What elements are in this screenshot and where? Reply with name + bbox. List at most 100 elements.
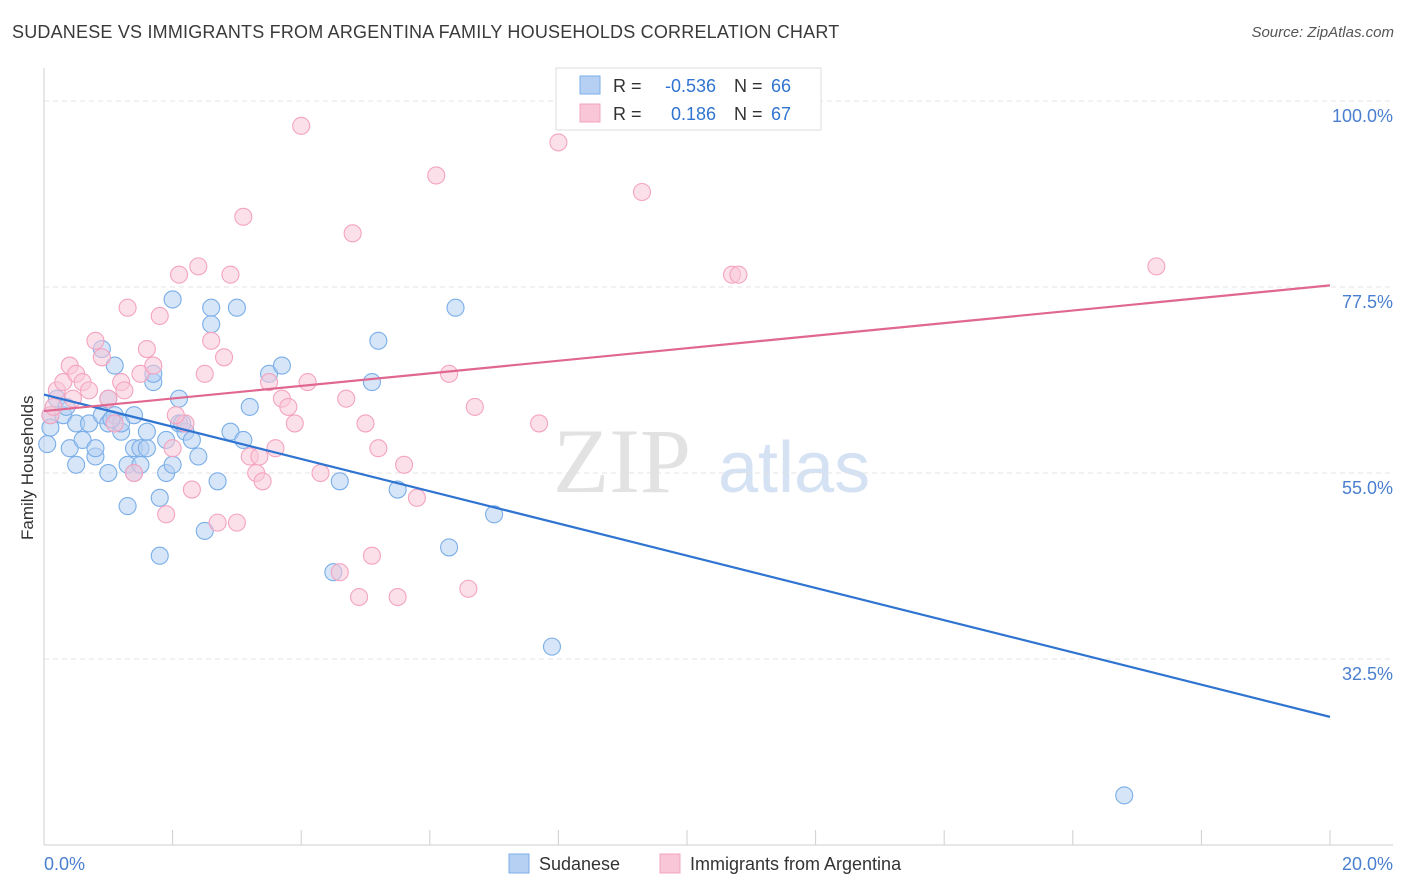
argentina-point-60 <box>729 265 748 284</box>
sudanese-point-41 <box>195 521 214 540</box>
sudanese-point-43 <box>202 315 221 334</box>
argentina-point-49 <box>388 587 407 607</box>
watermark-zip: ZIP <box>553 410 691 512</box>
legend-r-label-2: R = <box>613 104 642 124</box>
sudanese-point-31 <box>150 546 169 565</box>
argentina-point-56 <box>530 414 549 433</box>
sudanese-point-27 <box>137 422 156 441</box>
argentina-point-22 <box>182 480 201 499</box>
sudanese-point-35 <box>163 290 182 309</box>
x-ticks <box>172 830 1331 845</box>
argentina-point-14 <box>131 364 150 383</box>
argentina-point-19 <box>163 439 182 458</box>
argentina-point-2 <box>54 373 73 392</box>
series-legend: Sudanese Immigrants from Argentina <box>508 853 902 874</box>
sudanese-point-6 <box>73 430 92 450</box>
argentina-point-8 <box>92 348 111 367</box>
sudanese-point-53 <box>362 373 381 392</box>
argentina-point-7 <box>86 331 105 350</box>
source-label: Source: ZipAtlas.com <box>1251 24 1394 41</box>
y-tick-label-2: 55.0% <box>1342 478 1393 498</box>
argentina-trend-line <box>43 284 1331 413</box>
argentina-point-26 <box>208 513 227 532</box>
argentina-point-61 <box>1147 257 1166 276</box>
argentina-point-33 <box>253 472 272 491</box>
sudanese-point-40 <box>189 447 208 466</box>
argentina-point-18 <box>157 505 176 524</box>
argentina-point-50 <box>395 455 414 474</box>
argentina-point-6 <box>79 381 99 400</box>
legend-r-value-1: -0.536 <box>665 76 716 96</box>
x-tick-label-right: 20.0% <box>1342 854 1393 874</box>
sudanese-point-56 <box>440 538 459 557</box>
argentina-point-52 <box>427 166 446 185</box>
sudanese-point-20 <box>118 497 137 516</box>
sudanese-point-44 <box>208 472 227 491</box>
sudanese-point-34 <box>163 455 182 474</box>
legend-n-value-2: 67 <box>771 104 791 124</box>
argentina-point-57 <box>549 133 568 152</box>
grid-lines <box>44 100 1393 660</box>
argentina-point-25 <box>202 331 221 350</box>
y-tick-label-3: 32.5% <box>1342 664 1393 684</box>
argentina-point-29 <box>227 513 246 532</box>
legend-r-value-2: 0.186 <box>671 104 716 124</box>
sudanese-point-57 <box>446 298 465 317</box>
bottom-legend-swatch-sudanese <box>508 853 530 874</box>
chart-title: SUDANESE VS IMMIGRANTS FROM ARGENTINA FA… <box>12 22 840 42</box>
y-tick-label-1: 77.5% <box>1342 292 1393 312</box>
sudanese-point-59 <box>542 637 562 656</box>
bottom-legend-swatch-argentina <box>659 853 681 874</box>
argentina-point-46 <box>356 414 375 433</box>
argentina-point-28 <box>221 265 240 284</box>
argentina-point-43 <box>337 389 356 408</box>
axes <box>43 68 1393 846</box>
sudanese-point-50 <box>272 356 291 375</box>
argentina-point-15 <box>137 339 156 359</box>
sudanese-point-26 <box>137 439 156 458</box>
argentina-point-17 <box>150 306 169 326</box>
argentina-point-65 <box>166 406 185 425</box>
argentina-point-63 <box>63 389 82 408</box>
argentina-point-10 <box>105 414 124 433</box>
sudanese-point-16 <box>105 356 124 375</box>
sudanese-point-42 <box>202 298 221 317</box>
argentina-point-44 <box>343 224 362 243</box>
argentina-point-34 <box>259 373 279 392</box>
argentina-point-41 <box>311 463 330 483</box>
argentina-point-24 <box>195 364 214 383</box>
sudanese-point-4 <box>67 455 86 474</box>
argentina-point-48 <box>369 439 388 458</box>
sudanese-point-54 <box>369 331 388 350</box>
sudanese-point-61 <box>38 435 57 454</box>
argentina-point-47 <box>362 546 381 565</box>
argentina-point-23 <box>189 257 208 276</box>
sudanese-point-46 <box>227 298 246 317</box>
y-axis-label: Family Households <box>18 395 37 540</box>
argentina-point-42 <box>330 563 349 582</box>
sudanese-point-58 <box>485 505 504 524</box>
argentina-point-51 <box>407 488 426 507</box>
sudanese-point-14 <box>99 463 118 483</box>
argentina-point-9 <box>99 389 118 408</box>
sudanese-trend-line <box>43 393 1331 718</box>
argentina-point-16 <box>144 356 163 375</box>
argentina-point-27 <box>214 348 234 367</box>
argentina-point-64 <box>115 381 134 400</box>
argentina-point-40 <box>298 373 317 392</box>
sudanese-point-9 <box>86 439 105 458</box>
argentina-point-13 <box>124 463 144 483</box>
legend-swatch-sudanese <box>579 75 601 95</box>
sudanese-point-48 <box>240 397 259 416</box>
argentina-point-12 <box>118 298 137 317</box>
legend-n-label-2: N = <box>734 104 763 124</box>
argentina-point-45 <box>350 587 369 607</box>
legend-r-label-1: R = <box>613 76 642 96</box>
watermark-atlas: atlas <box>718 428 870 508</box>
trend-lines <box>43 284 1331 718</box>
argentina-point-53 <box>440 364 459 383</box>
correlation-legend: R = -0.536 N = 66 R = 0.186 N = 67 <box>555 67 822 131</box>
sudanese-point-3 <box>60 439 79 458</box>
legend-swatch-argentina <box>579 103 601 123</box>
